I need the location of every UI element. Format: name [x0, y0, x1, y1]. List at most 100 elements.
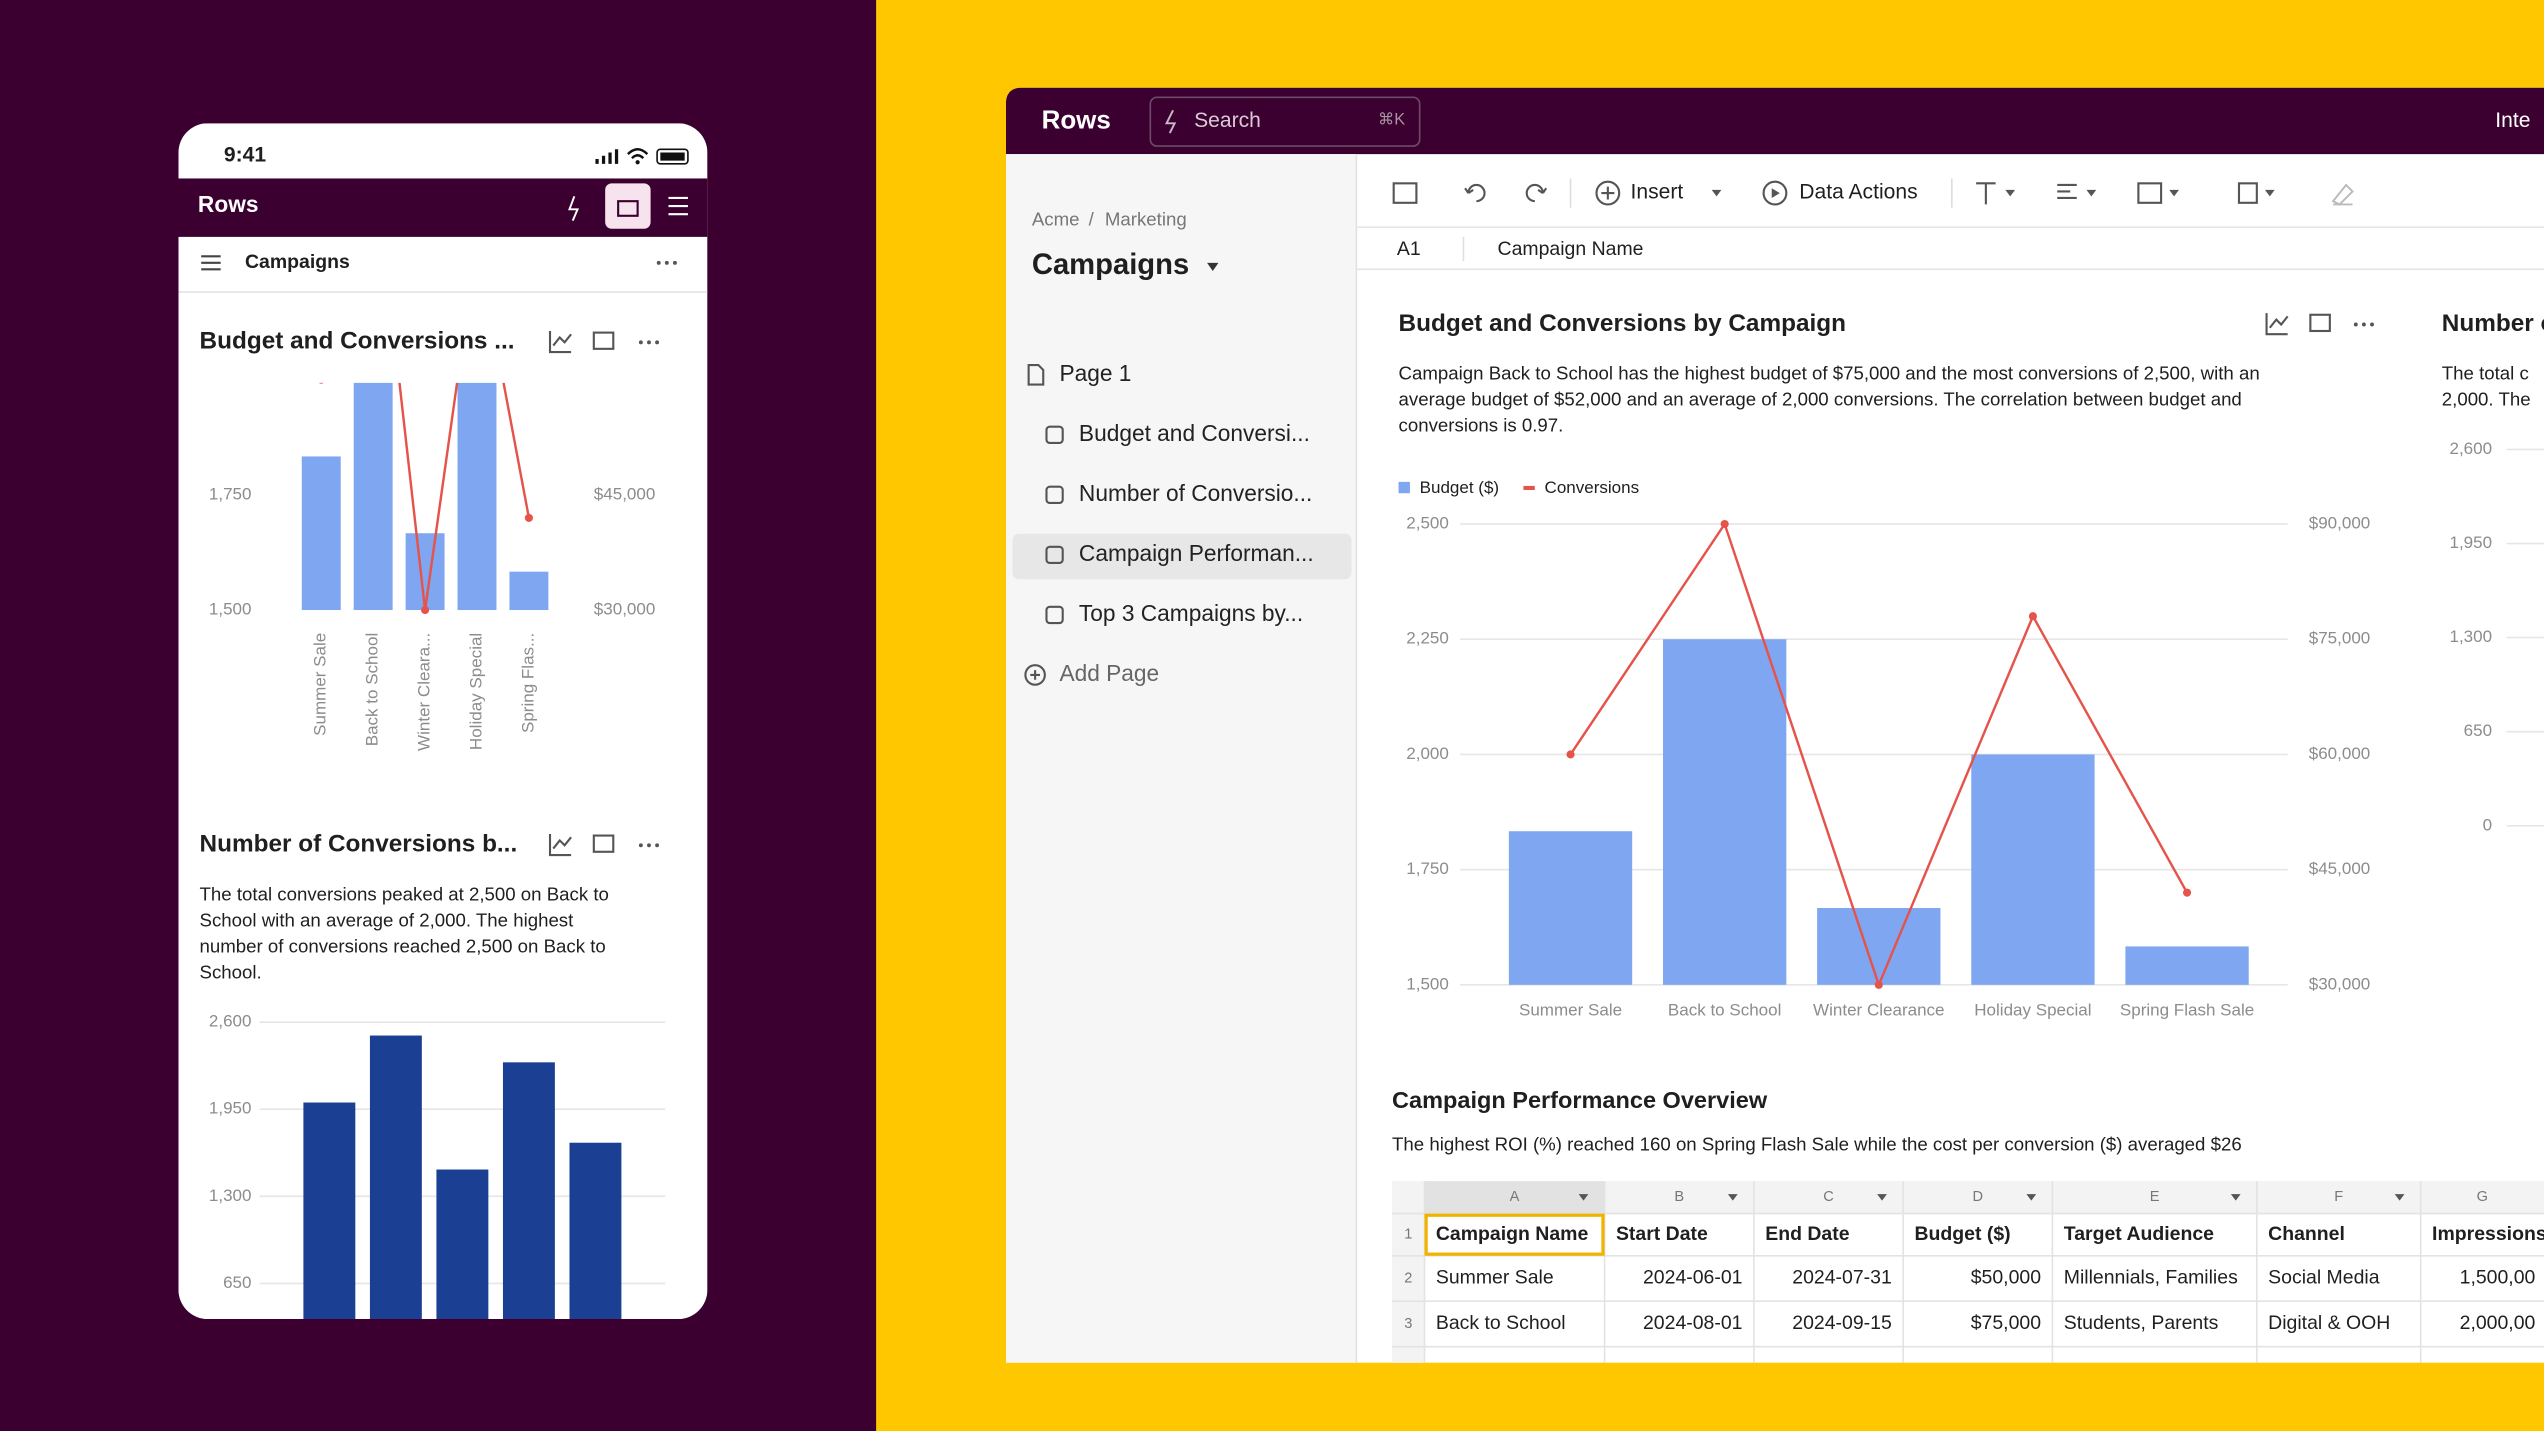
header-link[interactable]: Inte: [2495, 109, 2530, 132]
line-point: [421, 605, 430, 615]
table-cell[interactable]: Impressions: [2432, 1223, 2544, 1245]
undo[interactable]: [1464, 183, 1486, 203]
table-cell[interactable]: 2,000,00: [2460, 1312, 2536, 1334]
chart: 1,500 1,750 $30,000 $45,000 Summer Sale Back …: [209, 382, 656, 751]
line-point: [1720, 519, 1729, 529]
sidebar-item[interactable]: Page 1: [1059, 360, 1131, 386]
layout[interactable]: [2237, 182, 2258, 204]
legend-label: Conversions: [1545, 478, 1640, 497]
table-cell[interactable]: Budget ($): [1914, 1223, 2010, 1245]
bar: [1508, 831, 1633, 985]
table-cell[interactable]: Summer Sale: [1436, 1267, 1554, 1289]
chart: 0 650 1,300 1,950 2,600: [2449, 439, 2544, 834]
sidebar-toggle[interactable]: [201, 255, 221, 271]
column-menu[interactable]: [1877, 1194, 1887, 1201]
table-cell[interactable]: $50,000: [1971, 1267, 2041, 1289]
category-label: Winter Cleara...: [415, 633, 434, 751]
page-more[interactable]: [656, 260, 677, 265]
page-caret[interactable]: [1207, 262, 1219, 271]
eraser[interactable]: [2331, 183, 2354, 206]
column-menu[interactable]: [1578, 1194, 1589, 1201]
cell-reference: A1: [1397, 238, 1421, 260]
column-menu[interactable]: [1727, 1194, 1738, 1201]
align[interactable]: [2057, 183, 2077, 199]
text-format[interactable]: [1976, 182, 1996, 205]
category-label: Winter Clearance: [1813, 1000, 1944, 1019]
chart-tools[interactable]: [548, 330, 660, 354]
table-cell[interactable]: 2024-07-31: [1792, 1267, 1892, 1289]
phone-app-name: Rows: [198, 191, 259, 217]
category-label: Summer Sale: [1519, 1000, 1622, 1019]
chart-tools[interactable]: [548, 833, 660, 857]
table-cell[interactable]: Social Media: [2268, 1267, 2380, 1289]
formula-value[interactable]: Campaign Name: [1498, 238, 1644, 260]
sidebar-item[interactable]: Budget and Conversi...: [1079, 420, 1310, 446]
actions-button[interactable]: [568, 195, 580, 222]
plot-area: [1508, 519, 2249, 989]
category-label: Summer Sale: [311, 633, 330, 736]
row-number-column: [1392, 1213, 1425, 1363]
table-cell[interactable]: Millennials, Families: [2064, 1267, 2238, 1289]
app-name: Rows: [1042, 107, 1111, 135]
column-menu[interactable]: [2394, 1194, 2405, 1201]
table-summary: The highest ROI (%) reached 160 on Sprin…: [1392, 1133, 2242, 1154]
table-cell[interactable]: Channel: [2268, 1223, 2345, 1245]
column-letter: G: [2477, 1189, 2488, 1205]
table: A B C D E F G 1 2 3 Campaign Name Start Date End Dat…: [1392, 1181, 2544, 1363]
add-icon: [1024, 664, 1046, 686]
sidebar-item[interactable]: Add Page: [1059, 660, 1159, 686]
tick-label: $45,000: [594, 484, 656, 503]
tick-label: 2,250: [1406, 629, 1449, 648]
chart-tools[interactable]: [2265, 313, 2374, 336]
phone: 9:41 Rows Campaigns Budget and Conversio…: [178, 123, 708, 1320]
table-cell[interactable]: 1,500,00: [2460, 1267, 2536, 1289]
row-number: 2: [1404, 1270, 1412, 1286]
table-cell[interactable]: $75,000: [1971, 1312, 2041, 1334]
table-cell[interactable]: 2024-08-01: [1643, 1312, 1743, 1334]
table-cell[interactable]: End Date: [1765, 1223, 1849, 1245]
tick-label: 2,000: [1406, 744, 1449, 763]
tick-label: 1,750: [209, 484, 252, 503]
table-cell[interactable]: 2024-06-01: [1643, 1267, 1743, 1289]
chart-summary: The total conversions peaked at 2,500 on…: [200, 884, 609, 983]
sidebar-item[interactable]: Top 3 Campaigns by...: [1079, 600, 1303, 626]
redo[interactable]: [1525, 183, 1548, 203]
tick-label: 2,600: [209, 1012, 252, 1031]
table-cell[interactable]: Digital & OOH: [2268, 1312, 2390, 1334]
breadcrumb[interactable]: Marketing: [1105, 209, 1187, 230]
category-label: Back to School: [1668, 1000, 1782, 1019]
table-cell[interactable]: Start Date: [1616, 1223, 1708, 1245]
table-cell[interactable]: Target Audience: [2064, 1223, 2214, 1245]
gift-button[interactable]: [605, 183, 651, 229]
sidebar: [1005, 154, 1357, 1363]
tick-label: $60,000: [2309, 744, 2371, 763]
column-menu[interactable]: [2026, 1194, 2037, 1201]
table-cell[interactable]: Back to School: [1436, 1312, 1566, 1334]
panel-toggle[interactable]: [1392, 182, 1418, 204]
tick-label: 1,500: [1406, 974, 1449, 993]
chart-title: Number of Conversions b...: [200, 831, 518, 858]
toolbar: Insert Data Actions: [1392, 178, 2354, 208]
item-icon: [1045, 425, 1064, 444]
line-point: [2028, 612, 2037, 621]
legend-label: Budget ($): [1420, 478, 1499, 497]
sidebar-item[interactable]: Campaign Performan...: [1079, 540, 1314, 566]
sidebar-item[interactable]: Number of Conversio...: [1079, 480, 1312, 506]
table-cell[interactable]: Students, Parents: [2064, 1312, 2219, 1334]
column-header-selected: [1424, 1181, 1605, 1214]
cell-format[interactable]: [2137, 182, 2163, 204]
breadcrumb[interactable]: Acme: [1032, 209, 1080, 230]
toolbar-button[interactable]: Data Actions: [1799, 181, 1917, 204]
column-letter: A: [1510, 1189, 1520, 1205]
bar: [353, 382, 393, 611]
summary-line: conversions is 0.97.: [1399, 415, 1564, 436]
search-box[interactable]: [1149, 96, 1421, 147]
table-cell[interactable]: Campaign Name: [1436, 1223, 1589, 1245]
toolbar-button[interactable]: Insert: [1631, 181, 1684, 204]
column-menu[interactable]: [2230, 1194, 2241, 1201]
menu-button[interactable]: [668, 196, 688, 216]
table-cell[interactable]: 2024-09-15: [1792, 1312, 1892, 1334]
bar: [2125, 946, 2249, 985]
line-point: [2183, 888, 2192, 897]
desktop-window: Rows Search ⌘K Inte Acme / Marketing Cam…: [1005, 87, 2544, 1363]
